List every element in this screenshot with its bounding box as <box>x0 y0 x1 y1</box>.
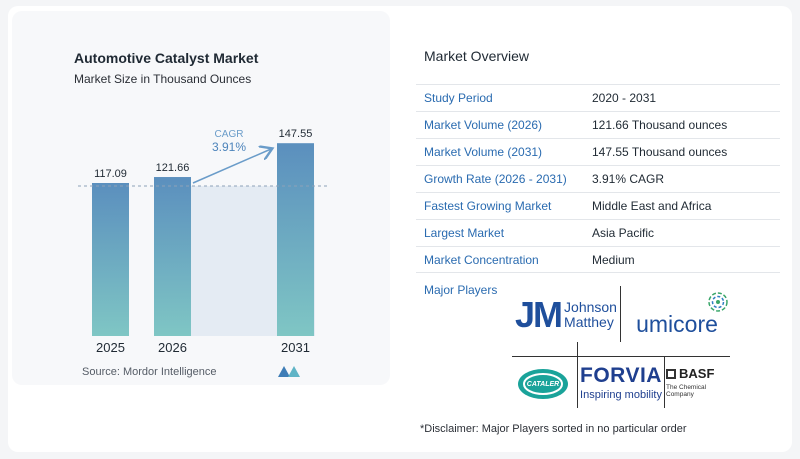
x-tick-label: 2026 <box>158 340 187 355</box>
basf-tagline: The Chemical Company <box>666 384 707 398</box>
overview-value: 2020 - 2031 <box>592 91 657 105</box>
cataler-emblem-icon <box>518 369 568 399</box>
cagr-arrow <box>192 149 271 184</box>
overview-label: Market Volume (2026) <box>424 118 543 132</box>
umicore-swirl-icon <box>708 292 728 312</box>
bar-value-label: 147.55 <box>279 128 313 140</box>
jm-wordmark: Johnson Matthey <box>564 300 617 330</box>
jm-line1: Johnson <box>564 299 617 315</box>
bar-2026 <box>154 177 191 336</box>
johnson-matthey-logo: JM Johnson Matthey <box>514 292 618 338</box>
overview-label: Fastest Growing Market <box>424 199 552 213</box>
overview-value: 121.66 Thousand ounces <box>592 118 728 132</box>
overview-row-study-period: Study Period 2020 - 2031 <box>416 84 780 111</box>
x-tick-label: 2031 <box>281 340 310 355</box>
logo-divider <box>577 342 578 408</box>
cagr-label: CAGR <box>215 129 244 140</box>
bar-2031 <box>277 143 314 336</box>
overview-value: Middle East and Africa <box>592 199 712 213</box>
overview-value: 3.91% CAGR <box>592 172 665 186</box>
major-players-label: Major Players <box>424 283 498 297</box>
logo-divider <box>512 356 730 357</box>
overview-label: Market Concentration <box>424 252 539 267</box>
overview-row-volume-2026: Market Volume (2026) 121.66 Thousand oun… <box>416 111 780 138</box>
chart-title: Automotive Catalyst Market <box>74 50 259 66</box>
basf-square-icon <box>666 368 676 379</box>
umicore-logo: umicore <box>622 289 732 341</box>
cataler-logo: CATALER <box>514 366 572 402</box>
overview-value: Medium <box>592 252 635 267</box>
basf-logo: BASF The Chemical Company <box>666 364 732 400</box>
overview-label: Largest Market <box>424 226 505 240</box>
jm-mark: JM <box>515 294 563 335</box>
umicore-wordmark: umicore <box>636 310 718 337</box>
overview-row-fastest-growing: Fastest Growing Market Middle East and A… <box>416 192 780 219</box>
bar-value-label: 117.09 <box>94 168 127 180</box>
market-overview-title: Market Overview <box>424 48 530 64</box>
bar-2025 <box>92 183 129 336</box>
cagr-value: 3.91% <box>212 140 246 154</box>
overview-row-concentration: Market Concentration Medium <box>416 246 780 273</box>
overview-value: 147.55 Thousand ounces <box>592 145 728 159</box>
overview-value: Asia Pacific <box>592 226 655 240</box>
basf-wordmark: BASF <box>679 366 715 381</box>
overview-row-largest-market: Largest Market Asia Pacific <box>416 219 780 246</box>
logo-divider <box>664 356 665 408</box>
overview-label: Growth Rate (2026 - 2031) <box>424 172 567 186</box>
mordor-intelligence-logo-icon <box>278 366 300 377</box>
forvia-wordmark: FORVIA <box>580 363 662 387</box>
bar-chart: 117.09 2025 121.66 2026 147.55 2031 CAGR 3.91… <box>78 128 330 355</box>
bar-value-label: 121.66 <box>156 162 190 174</box>
overview-label: Market Volume (2031) <box>424 145 543 159</box>
logo-divider <box>620 286 621 342</box>
forvia-logo: FORVIA Inspiring mobility <box>579 358 663 406</box>
overview-row-volume-2031: Market Volume (2031) 147.55 Thousand oun… <box>416 138 780 165</box>
x-tick-label: 2025 <box>96 340 125 355</box>
basf-mark: BASF <box>666 366 714 381</box>
overview-row-growth-rate: Growth Rate (2026 - 2031) 3.91% CAGR <box>416 165 780 192</box>
jm-line2: Matthey <box>564 314 614 330</box>
market-overview-table: Study Period 2020 - 2031 Market Volume (… <box>416 84 780 273</box>
forvia-tagline: Inspiring mobility <box>580 388 662 401</box>
chart-subtitle: Market Size in Thousand Ounces <box>74 72 252 86</box>
cataler-wordmark: CATALER <box>526 380 560 388</box>
disclaimer: *Disclaimer: Major Players sorted in no … <box>420 423 687 435</box>
source-note: Source: Mordor Intelligence <box>82 366 217 378</box>
overview-label: Study Period <box>424 91 493 105</box>
